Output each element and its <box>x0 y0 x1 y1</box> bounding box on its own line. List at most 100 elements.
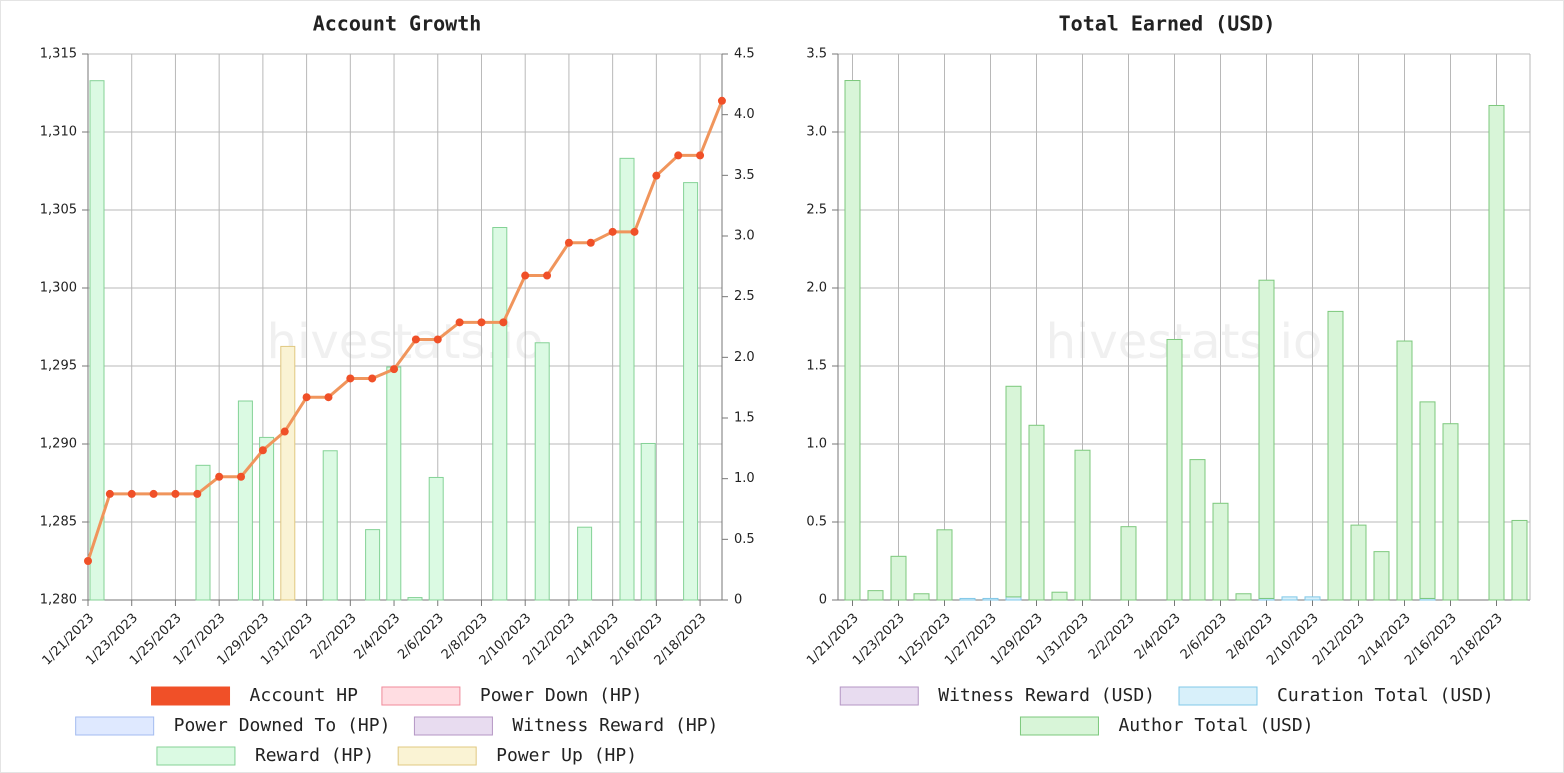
bar <box>1212 502 1229 601</box>
y-tick-label: 0 <box>819 593 827 608</box>
bar <box>1051 591 1068 601</box>
y-tick-label: 3.0 <box>806 125 827 140</box>
legend-swatch <box>151 686 231 706</box>
point <box>652 171 661 180</box>
legend-label: Power Downed To (HP) <box>174 715 391 736</box>
x-tick-label: 2/4/2023 <box>1132 611 1184 663</box>
point <box>433 335 442 344</box>
bar <box>640 442 656 601</box>
legend-swatch <box>156 746 236 766</box>
bar <box>534 342 550 601</box>
point <box>390 365 399 374</box>
point <box>543 271 552 280</box>
y-tick-label: 1,310 <box>40 125 77 140</box>
bar <box>1281 596 1298 601</box>
y-tick-label: 2.0 <box>806 281 827 296</box>
bar <box>1074 449 1091 601</box>
bar <box>683 182 699 601</box>
y2-tick-label: 0.5 <box>734 532 755 547</box>
legend-swatch <box>397 746 477 766</box>
legend-label: Reward (HP) <box>255 745 374 766</box>
bar <box>386 366 402 601</box>
legend-label: Witness Reward (USD) <box>938 685 1155 706</box>
y2-tick-label: 1.5 <box>734 411 755 426</box>
legend-row: Author Total (USD) <box>1019 715 1314 736</box>
bar <box>982 597 999 601</box>
bar <box>619 157 635 601</box>
point <box>302 393 311 402</box>
legend-swatch <box>839 686 919 706</box>
point <box>149 489 158 498</box>
x-tick-label: 2/4/2023 <box>351 611 403 663</box>
y-tick-label: 1,315 <box>40 47 77 62</box>
bar <box>195 464 211 601</box>
bar <box>259 436 275 601</box>
bar <box>428 476 444 601</box>
point <box>193 489 202 498</box>
bar <box>1166 338 1183 601</box>
legend-label: Witness Reward (HP) <box>512 715 718 736</box>
legend-swatch <box>75 716 155 736</box>
bar <box>844 80 861 601</box>
legend-row: Witness Reward (USD) Curation Total (USD) <box>839 685 1494 706</box>
x-tick-label: 2/6/2023 <box>395 611 447 663</box>
bar <box>577 526 593 601</box>
y2-tick-label: 2.0 <box>734 350 755 365</box>
y-tick-label: 0.5 <box>806 515 827 530</box>
point <box>105 489 114 498</box>
y-tick-label: 1,285 <box>40 515 77 530</box>
legend-row: Account HP Power Down (HP) <box>151 685 642 706</box>
point <box>411 335 420 344</box>
bar <box>1120 526 1137 601</box>
bar <box>1350 524 1367 601</box>
y-tick-label: 1,305 <box>40 203 77 218</box>
point <box>171 489 180 498</box>
legend-swatch <box>1019 716 1099 736</box>
y-tick-label: 2.5 <box>806 203 827 218</box>
y2-tick-label: 3.5 <box>734 168 755 183</box>
point <box>237 472 246 481</box>
bar <box>1511 519 1528 601</box>
point <box>564 238 573 247</box>
y-tick-label: 1.0 <box>806 437 827 452</box>
point <box>368 374 377 383</box>
bar <box>407 597 423 601</box>
legend-label: Power Up (HP) <box>496 745 637 766</box>
legend-label: Account HP <box>250 685 359 706</box>
legend-label: Curation Total (USD) <box>1277 685 1494 706</box>
watermark: hivestats.io <box>1046 314 1323 370</box>
point <box>586 238 595 247</box>
bar <box>890 555 907 601</box>
bar <box>322 450 338 601</box>
point <box>324 393 333 402</box>
point <box>696 151 705 160</box>
legend-swatch <box>413 716 493 736</box>
bar <box>936 529 953 601</box>
legend-swatch <box>381 686 461 706</box>
x-tick-label: 2/2/2023 <box>308 611 360 663</box>
y2-tick-label: 2.5 <box>734 289 755 304</box>
y2-tick-label: 4.5 <box>734 47 755 62</box>
x-tick-label: 2/6/2023 <box>1178 611 1230 663</box>
bar <box>365 529 381 601</box>
bar <box>867 590 884 601</box>
point <box>280 427 289 436</box>
bar <box>959 597 976 601</box>
y-tick-label: 1,290 <box>40 437 77 452</box>
y2-tick-label: 1.0 <box>734 471 755 486</box>
bar <box>1442 423 1459 601</box>
y-tick-label: 1,295 <box>40 359 77 374</box>
y-tick-label: 3.5 <box>806 47 827 62</box>
bar <box>1235 593 1252 601</box>
bar <box>1419 401 1436 599</box>
point <box>258 446 267 455</box>
chart-title: Total Earned (USD) <box>1059 12 1276 36</box>
bar <box>492 227 508 601</box>
legend-swatch <box>1178 686 1258 706</box>
point <box>127 489 136 498</box>
y-tick-label: 1,300 <box>40 281 77 296</box>
legend-label: Author Total (USD) <box>1118 715 1313 736</box>
point <box>477 318 486 327</box>
bar <box>1304 596 1321 601</box>
point <box>215 472 224 481</box>
